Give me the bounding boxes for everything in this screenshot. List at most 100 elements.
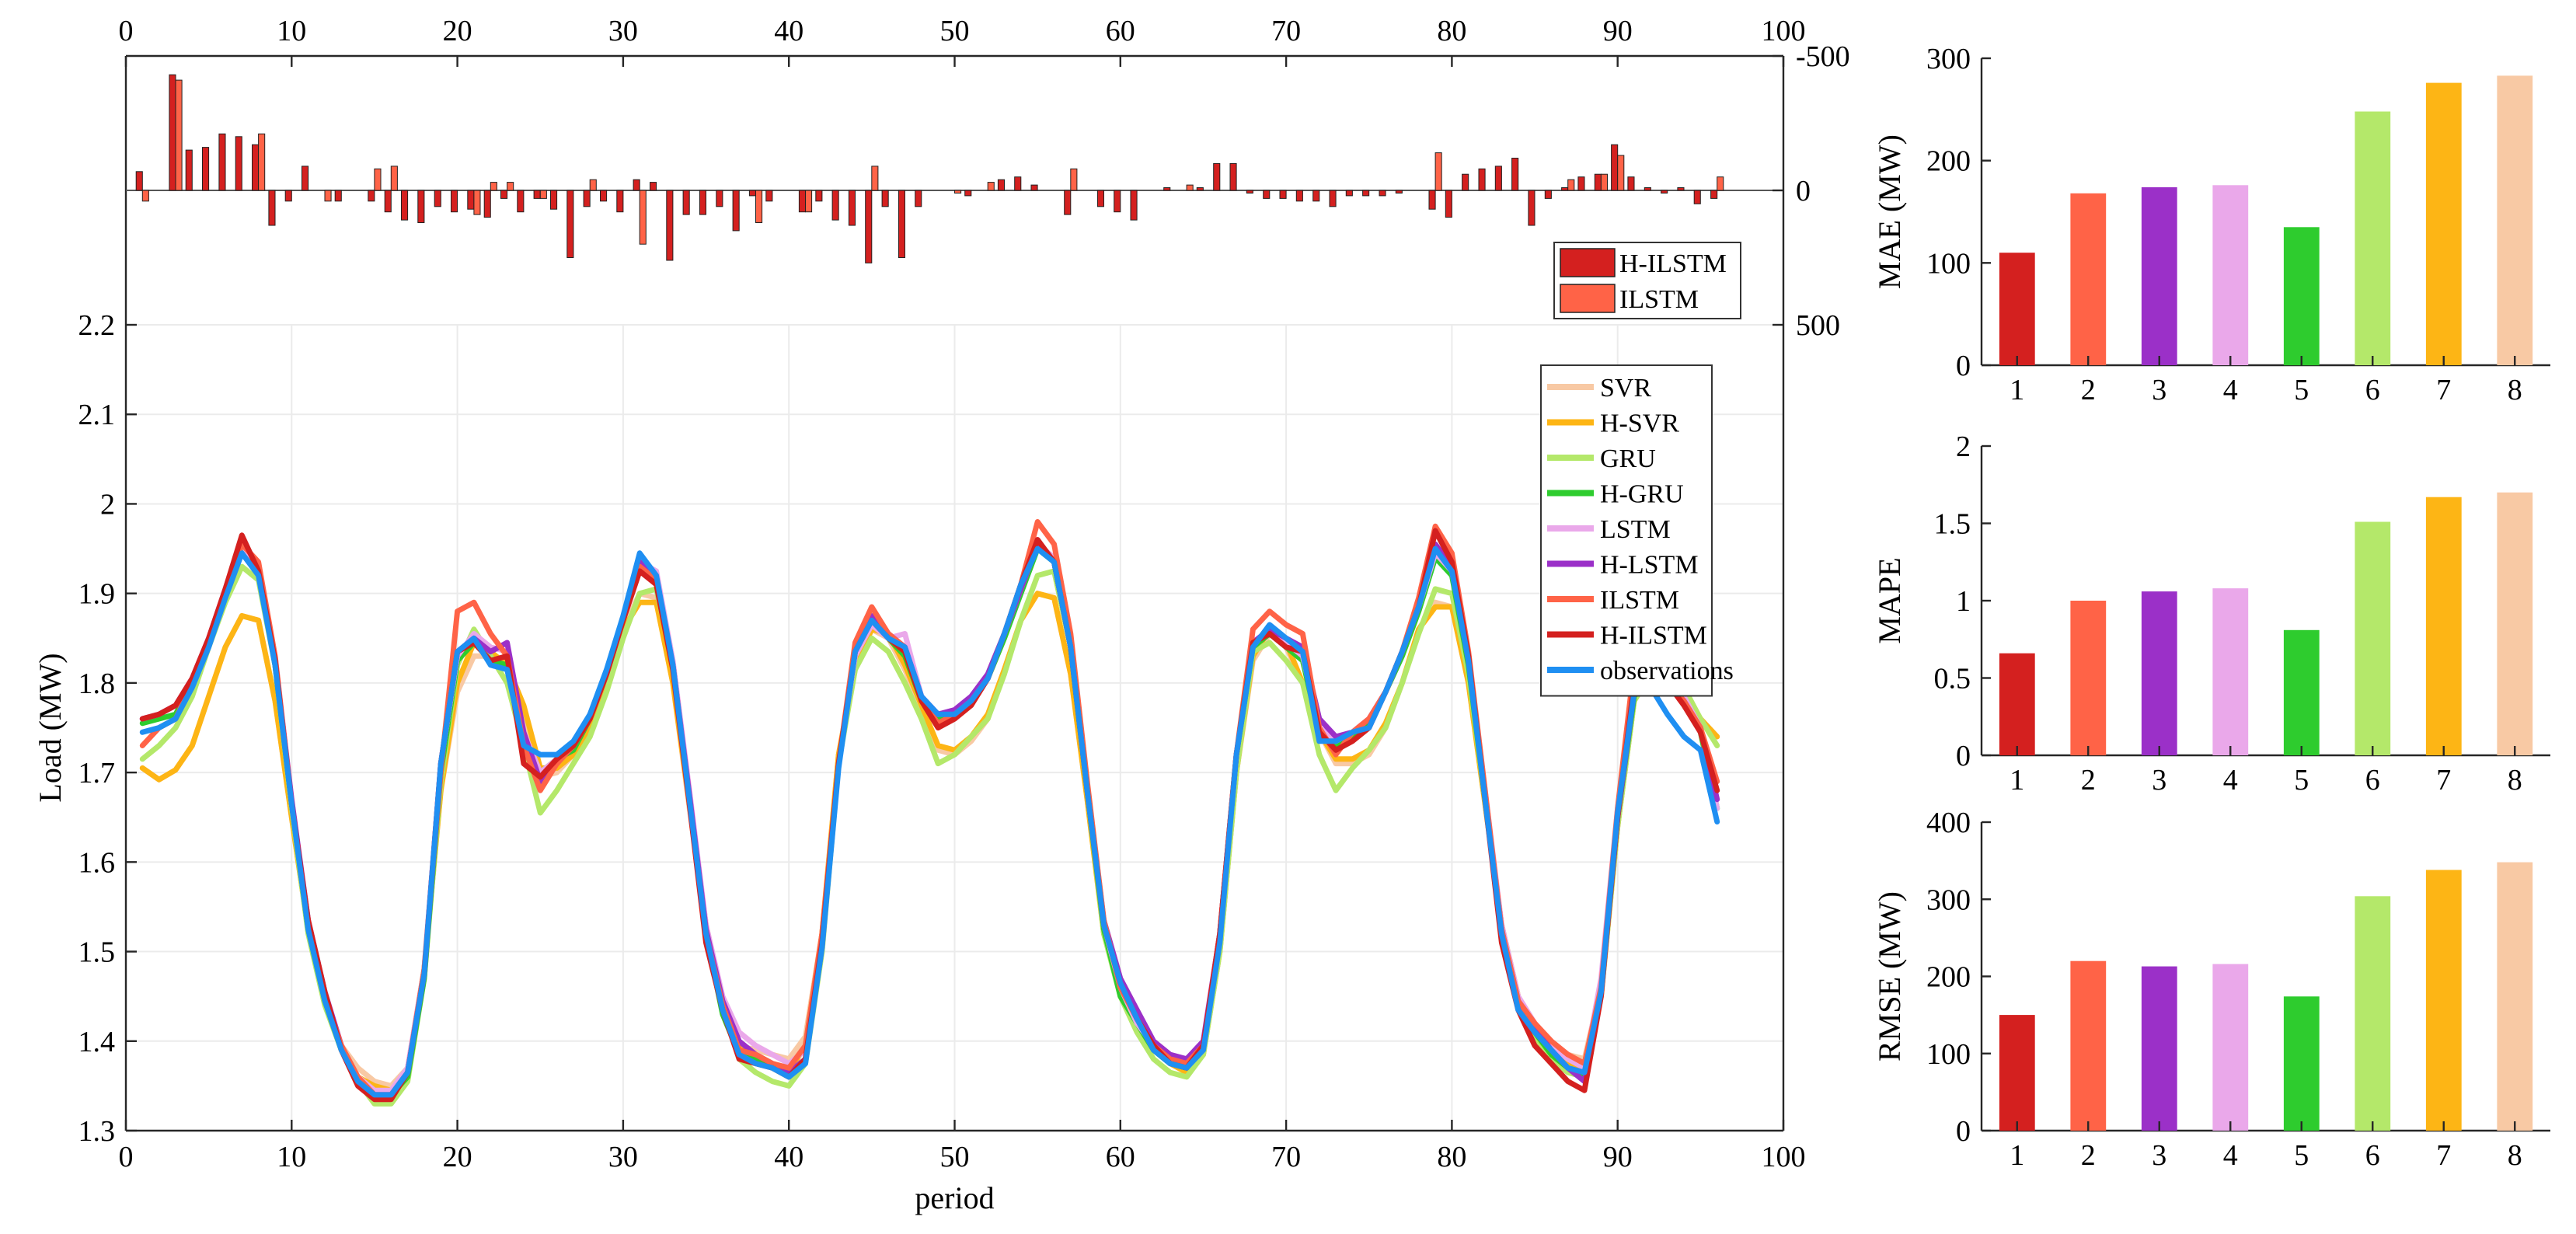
error-bar-h-ilstm bbox=[1114, 190, 1121, 213]
error-bar-h-ilstm bbox=[716, 190, 723, 207]
error-legend-label: H-ILSTM bbox=[1619, 249, 1727, 278]
mape-bar-chart: 0 0.5 1 1.5 2 1 2 3 4 5 6 7 8 MAPE bbox=[1872, 431, 2550, 797]
metric-bar bbox=[2212, 964, 2249, 1131]
metric-x-tick-label: 6 bbox=[2365, 374, 2380, 406]
x-tick-label: 10 bbox=[277, 1141, 306, 1173]
x-tick-label: 20 bbox=[443, 1141, 472, 1173]
error-bar-h-ilstm bbox=[1213, 162, 1221, 191]
metric-x-tick-label: 8 bbox=[2508, 1139, 2522, 1172]
error-bar-h-ilstm bbox=[533, 190, 541, 199]
metric-y-tick-label: 0 bbox=[1956, 1115, 1971, 1148]
metric-x-tick-label: 2 bbox=[2081, 1139, 2096, 1172]
metric-bar bbox=[2283, 629, 2320, 755]
error-bar-ilstm bbox=[507, 182, 514, 191]
error-bar-h-ilstm bbox=[848, 190, 856, 226]
error-bar-ilstm bbox=[589, 179, 597, 191]
error-bar-h-ilstm bbox=[666, 190, 674, 261]
error-bar-h-ilstm bbox=[732, 190, 740, 232]
error-bar-h-ilstm bbox=[1644, 187, 1651, 191]
error-bar-ilstm bbox=[1434, 152, 1442, 191]
top-tick-label: 80 bbox=[1437, 15, 1466, 47]
error-bar-ilstm bbox=[1617, 155, 1625, 191]
error-bar-h-ilstm bbox=[1229, 162, 1237, 191]
metric-bar bbox=[2355, 521, 2391, 755]
error-bar-h-ilstm bbox=[1246, 190, 1253, 193]
x-tick-label: 60 bbox=[1106, 1141, 1135, 1173]
error-bar-h-ilstm bbox=[1345, 190, 1353, 197]
y-tick-label: 2.2 bbox=[78, 309, 116, 342]
y-tick-label: 2 bbox=[100, 488, 115, 521]
y-tick-label: 1.4 bbox=[78, 1026, 116, 1058]
metric-x-tick-label: 4 bbox=[2223, 764, 2238, 797]
error-bar-ilstm bbox=[1717, 176, 1724, 191]
metric-y-tick-label: 1.5 bbox=[1934, 508, 1971, 541]
error-bar-h-ilstm bbox=[467, 190, 475, 210]
error-bar-h-ilstm bbox=[401, 190, 409, 221]
error-bar-h-ilstm bbox=[1064, 190, 1072, 215]
metric-bar bbox=[2212, 185, 2249, 365]
metric-bar bbox=[2141, 186, 2177, 365]
error-bar-h-ilstm bbox=[1130, 190, 1138, 221]
error-bar-h-ilstm bbox=[1511, 158, 1519, 191]
legend-label: SVR bbox=[1600, 374, 1651, 403]
error-bar-h-ilstm bbox=[550, 190, 558, 210]
right-tick-label: -500 bbox=[1796, 40, 1850, 73]
metric-y-axis-label: MAPE bbox=[1872, 557, 1907, 643]
y-tick-label: 1.7 bbox=[78, 757, 116, 790]
metric-y-tick-label: 100 bbox=[1926, 247, 1971, 280]
legend-label: H-ILSTM bbox=[1600, 622, 1707, 650]
error-bar-h-ilstm bbox=[964, 190, 972, 197]
y-tick-label: 1.3 bbox=[78, 1115, 116, 1148]
error-bar-ilstm bbox=[1070, 168, 1078, 191]
right-tick-label: 0 bbox=[1796, 175, 1811, 207]
metric-bar bbox=[2141, 966, 2177, 1131]
series-line-ilstm bbox=[139, 519, 1720, 1098]
y-tick-label: 1.5 bbox=[78, 936, 116, 969]
error-bar-h-ilstm bbox=[334, 190, 342, 202]
error-bar-ilstm bbox=[871, 166, 879, 191]
error-bar-h-ilstm bbox=[1196, 187, 1204, 191]
error-bar-h-ilstm bbox=[600, 190, 608, 202]
x-tick-label: 90 bbox=[1603, 1141, 1633, 1173]
metric-y-tick-label: 200 bbox=[1926, 145, 1971, 178]
error-bar-ilstm bbox=[258, 133, 266, 191]
legend-label: ILSTM bbox=[1600, 586, 1679, 615]
error-bar-h-ilstm bbox=[566, 190, 574, 258]
y-tick-label: 1.6 bbox=[78, 846, 116, 879]
metric-bar bbox=[2497, 75, 2533, 366]
error-bar-plot: 0 10 20 30 40 50 60 70 80 90 100-500 0 500 H-ILSTM ILS… bbox=[119, 15, 1850, 342]
error-bar-h-ilstm bbox=[1445, 190, 1452, 218]
x-axis-label: period bbox=[915, 1180, 994, 1215]
error-bar-h-ilstm bbox=[1693, 190, 1701, 204]
metric-bar bbox=[2283, 996, 2320, 1131]
legend-label: H-LSTM bbox=[1600, 551, 1699, 580]
error-bar-h-ilstm bbox=[633, 179, 640, 191]
x-tick-label: 70 bbox=[1271, 1141, 1301, 1173]
y-tick-label: 2.1 bbox=[78, 399, 116, 431]
top-tick-label: 100 bbox=[1762, 15, 1806, 47]
metric-x-tick-label: 5 bbox=[2294, 374, 2309, 406]
error-bar-h-ilstm bbox=[1295, 190, 1303, 202]
error-bar-h-ilstm bbox=[1428, 190, 1436, 210]
metric-bar bbox=[2425, 82, 2462, 365]
error-bar-h-ilstm bbox=[500, 190, 508, 199]
legend-label: LSTM bbox=[1600, 515, 1671, 544]
error-bar-ilstm bbox=[639, 190, 647, 245]
error-bar-h-ilstm bbox=[218, 133, 226, 191]
x-tick-label: 80 bbox=[1437, 1141, 1466, 1173]
error-bar-h-ilstm bbox=[268, 190, 276, 226]
error-bar-h-ilstm bbox=[1661, 190, 1668, 193]
metric-y-tick-label: 400 bbox=[1926, 807, 1971, 839]
right-tick-label: 500 bbox=[1796, 309, 1840, 342]
metric-x-tick-label: 2 bbox=[2081, 764, 2096, 797]
series-line-h-ilstm bbox=[139, 528, 1720, 1103]
error-bar-ilstm bbox=[987, 182, 995, 191]
error-bar-ilstm bbox=[755, 190, 763, 223]
error-bar-h-ilstm bbox=[915, 190, 922, 207]
error-bar-h-ilstm bbox=[284, 190, 292, 202]
top-tick-label: 40 bbox=[774, 15, 803, 47]
error-bar-h-ilstm bbox=[1594, 173, 1602, 191]
error-bar-h-ilstm bbox=[1577, 176, 1585, 191]
metric-x-tick-label: 1 bbox=[2010, 764, 2024, 797]
